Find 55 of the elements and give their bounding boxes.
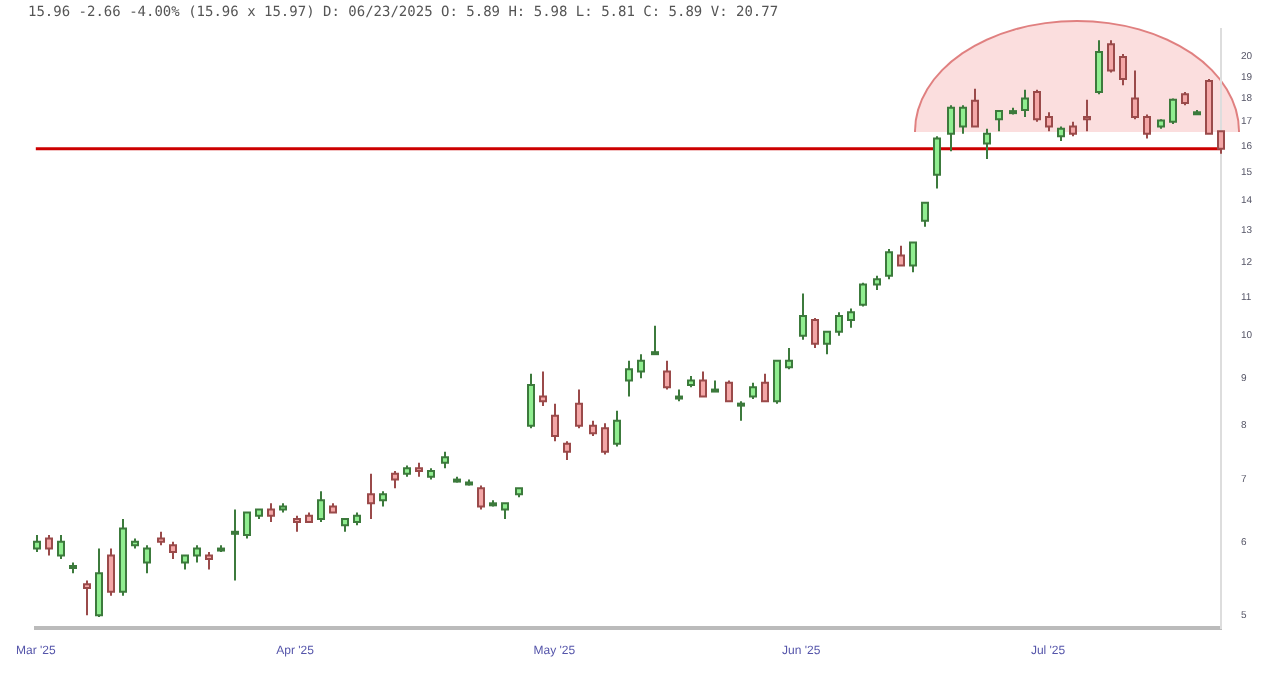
candlestick — [909, 241, 917, 274]
candlestick — [1033, 88, 1041, 123]
candlestick — [835, 311, 843, 337]
candlestick — [563, 440, 571, 461]
candlestick — [625, 359, 633, 398]
candlestick — [527, 372, 535, 430]
candlestick — [231, 508, 239, 582]
candlestick — [761, 372, 769, 403]
candlestick — [1095, 39, 1103, 96]
candlestick — [773, 359, 781, 405]
candlestick — [539, 370, 547, 408]
candlestick — [317, 490, 325, 524]
candlestick — [663, 359, 671, 391]
candlestick — [1021, 88, 1029, 118]
candlestick — [367, 472, 375, 520]
candlestick — [959, 104, 967, 135]
candlestick — [1169, 97, 1177, 126]
candlestick — [785, 346, 793, 371]
candlestick — [243, 511, 251, 540]
candlestick — [1045, 111, 1053, 133]
candlestick — [45, 534, 53, 557]
candlestick — [1131, 69, 1139, 121]
candlestick — [699, 370, 707, 398]
candlestick — [947, 104, 955, 153]
candlestick — [983, 127, 991, 160]
candlestick — [57, 534, 65, 560]
candlestick — [811, 316, 819, 349]
candlestick — [613, 409, 621, 448]
candlestick — [799, 292, 807, 341]
candlestick — [107, 547, 115, 597]
candlestick — [267, 502, 275, 524]
candlestick — [971, 87, 979, 128]
candlestick — [1107, 39, 1115, 74]
candlestick — [143, 544, 151, 575]
candlestick — [823, 330, 831, 356]
candlestick — [847, 307, 855, 329]
candlestick — [725, 379, 733, 403]
candlestick — [83, 579, 91, 617]
candlestick — [859, 281, 867, 308]
candlestick — [1143, 113, 1151, 140]
candlestick — [651, 324, 659, 356]
candlestick — [575, 388, 583, 430]
candlestick — [885, 247, 893, 281]
candlestick — [1119, 53, 1127, 87]
candlestick — [95, 547, 103, 618]
candlestick — [1083, 98, 1091, 133]
candlestick — [1217, 130, 1225, 155]
candlestick — [477, 484, 485, 511]
candlestick — [921, 201, 929, 228]
candlestick — [637, 353, 645, 380]
candlestick — [601, 422, 609, 456]
candlestick — [551, 402, 559, 443]
candlestick — [737, 400, 745, 422]
candlestick — [897, 244, 905, 267]
candlestick — [933, 135, 941, 190]
